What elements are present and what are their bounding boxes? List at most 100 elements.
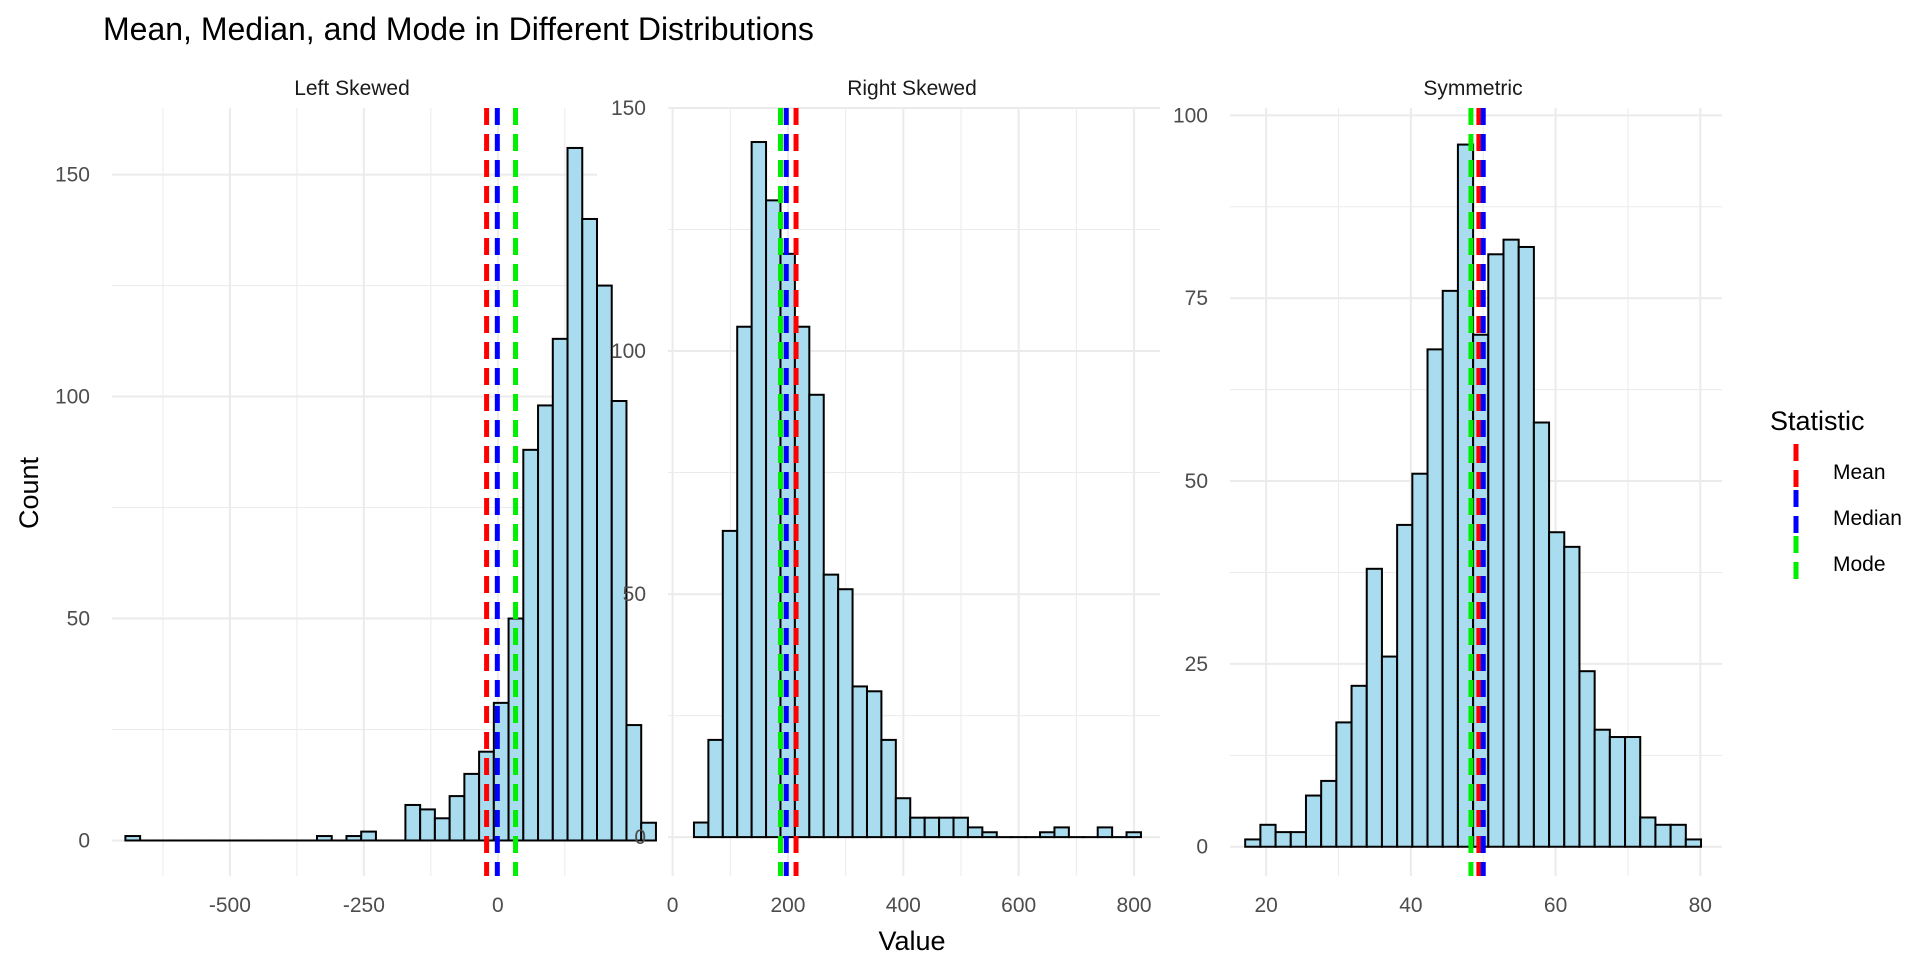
y-tick-label: 75 — [1185, 287, 1208, 310]
histogram-bar — [1367, 569, 1382, 847]
histogram-bar — [464, 774, 479, 841]
histogram-bar — [1640, 817, 1655, 846]
x-tick-label: 400 — [886, 894, 921, 917]
x-tick-label: 0 — [667, 894, 679, 917]
x-tick-label: -500 — [209, 894, 251, 917]
histogram-bar — [1534, 423, 1549, 847]
histogram-bar — [824, 575, 838, 837]
histogram-bar — [737, 327, 751, 837]
histogram-bar — [450, 796, 465, 840]
x-axis-label: Value — [878, 926, 945, 956]
histogram-bar — [1549, 532, 1564, 847]
histogram-bar — [538, 405, 553, 840]
histogram-bar — [1519, 247, 1534, 847]
histogram-bar — [1443, 291, 1458, 847]
histogram-bar — [1610, 737, 1625, 847]
histogram-bar — [853, 686, 867, 837]
y-axis-label: Count — [14, 456, 44, 529]
histogram-bar — [1040, 832, 1054, 837]
x-tick-label: -250 — [343, 894, 385, 917]
panel-strip-label: Symmetric — [1423, 77, 1522, 100]
histogram-bar — [405, 805, 420, 841]
histogram-bar — [1352, 686, 1367, 847]
histogram-bar — [626, 725, 641, 840]
y-tick-label: 25 — [1185, 653, 1208, 676]
histogram-bar — [125, 836, 140, 840]
y-tick-label: 100 — [611, 340, 646, 363]
histogram-bar — [1595, 730, 1610, 847]
histogram-bar — [954, 818, 968, 837]
histogram-bar — [1260, 825, 1275, 847]
legend-label-median: Median — [1833, 507, 1902, 530]
histogram-bar — [1127, 832, 1141, 837]
legend-title: Statistic — [1770, 406, 1865, 436]
histogram-bar — [1503, 240, 1518, 847]
histogram-bar — [1291, 832, 1306, 847]
histogram-bar — [612, 401, 627, 840]
panel-strip-label: Left Skewed — [294, 77, 410, 100]
chart-title: Mean, Median, and Mode in Different Dist… — [103, 11, 814, 47]
histogram-bar — [1397, 525, 1412, 847]
y-tick-label: 100 — [55, 386, 90, 409]
panel-strip-label: Right Skewed — [847, 77, 977, 100]
histogram-bar — [896, 798, 910, 837]
y-tick-label: 150 — [611, 97, 646, 120]
histogram-bar — [1306, 796, 1321, 847]
y-tick-label: 0 — [634, 826, 646, 849]
legend-label-mode: Mode — [1833, 553, 1886, 576]
histogram-bar — [881, 740, 895, 837]
histogram-bar — [1488, 254, 1503, 846]
histogram-bar — [910, 818, 924, 837]
histogram-bar — [1054, 827, 1068, 837]
y-tick-label: 50 — [1185, 470, 1208, 493]
x-tick-label: 800 — [1117, 894, 1152, 917]
histogram-bar — [1245, 839, 1260, 846]
histogram-bar — [1321, 781, 1336, 847]
panel-left-skewed: Left Skewed -500 -250 0 0 50 100 150 — [55, 77, 656, 917]
histogram-bar — [1686, 839, 1701, 846]
x-tick-label: 40 — [1399, 894, 1422, 917]
histogram-bar — [1428, 349, 1443, 846]
histogram-bar — [346, 836, 361, 840]
histogram-bar — [1671, 825, 1686, 847]
histogram-bar — [1098, 827, 1112, 837]
histogram-bar — [1655, 825, 1670, 847]
x-tick-label: 20 — [1254, 894, 1277, 917]
histogram-bar — [1276, 832, 1291, 847]
histogram-bar — [509, 619, 524, 841]
histogram-bar — [435, 818, 450, 840]
histogram-bar — [694, 823, 708, 838]
histogram-bar — [597, 286, 612, 841]
y-tick-label: 0 — [78, 829, 90, 852]
y-tick-label: 100 — [1173, 104, 1208, 127]
histogram-bar — [1564, 547, 1579, 847]
histogram-bar — [723, 531, 737, 837]
histogram-bar — [1336, 722, 1351, 846]
histogram-bar — [780, 254, 794, 837]
histogram-bar — [317, 836, 332, 840]
histogram-bar — [1382, 657, 1397, 847]
histogram-bar — [809, 395, 823, 837]
histogram-bar — [925, 818, 939, 837]
histogram-bar — [838, 589, 852, 837]
histogram-bar — [708, 740, 722, 837]
histogram-bar — [982, 832, 996, 837]
histogram-bar — [968, 827, 982, 837]
y-tick-label: 50 — [67, 608, 90, 631]
histogram-bar — [939, 818, 953, 837]
histogram-bar — [752, 142, 766, 837]
y-tick-label: 0 — [1196, 836, 1208, 859]
histogram-bar — [582, 219, 597, 841]
x-tick-label: 0 — [492, 894, 504, 917]
histogram-bar — [568, 148, 583, 841]
histogram-bar — [361, 832, 376, 841]
y-tick-label: 150 — [55, 164, 90, 187]
y-tick-label: 50 — [623, 583, 646, 606]
x-tick-label: 60 — [1544, 894, 1567, 917]
x-tick-label: 600 — [1001, 894, 1036, 917]
